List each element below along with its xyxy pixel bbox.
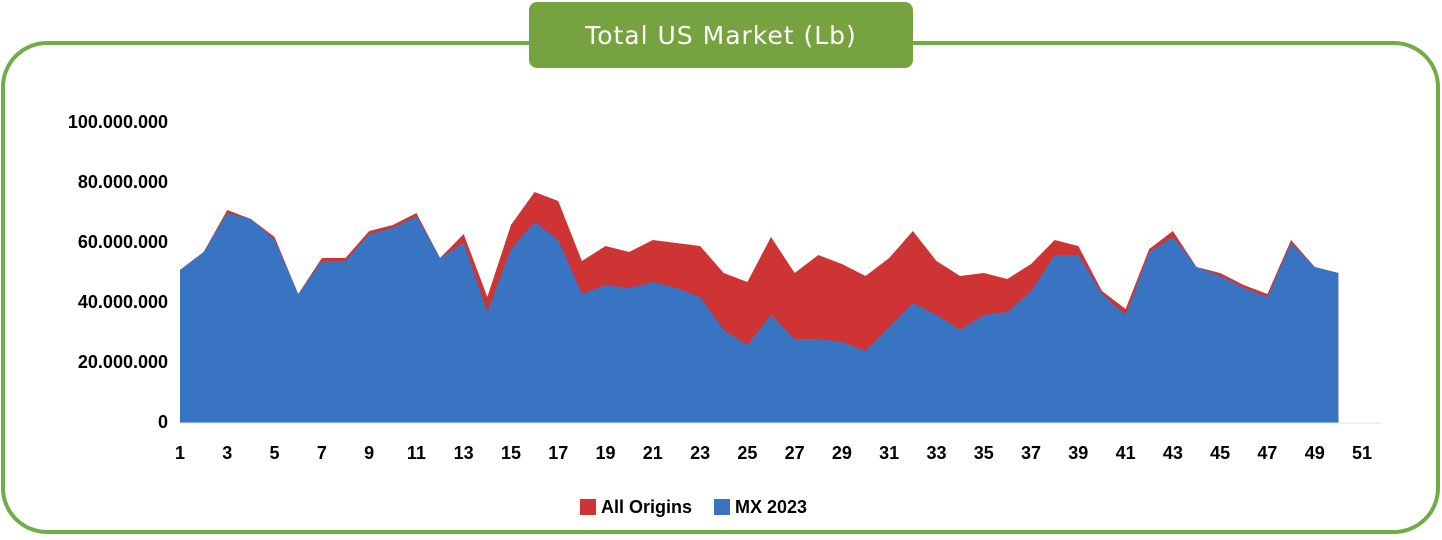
x-tick-label: 23 bbox=[690, 443, 710, 463]
x-tick-label: 29 bbox=[832, 443, 852, 463]
x-tick-label: 19 bbox=[596, 443, 616, 463]
x-tick-label: 17 bbox=[548, 443, 568, 463]
x-tick-label: 37 bbox=[1021, 443, 1041, 463]
x-tick-label: 35 bbox=[974, 443, 994, 463]
x-tick-label: 21 bbox=[643, 443, 663, 463]
y-tick-label: 80.000.000 bbox=[78, 172, 168, 192]
y-tick-label: 60.000.000 bbox=[78, 232, 168, 252]
x-tick-label: 43 bbox=[1163, 443, 1183, 463]
x-tick-label: 7 bbox=[317, 443, 327, 463]
title-box bbox=[529, 2, 913, 68]
x-tick-label: 13 bbox=[454, 443, 474, 463]
legend-swatch bbox=[714, 499, 731, 515]
x-tick-label: 41 bbox=[1116, 443, 1136, 463]
chart-title: Total US Market (Lb) bbox=[584, 21, 857, 50]
y-tick-label: 20.000.000 bbox=[78, 352, 168, 372]
x-tick-label: 27 bbox=[785, 443, 805, 463]
legend-label: MX 2023 bbox=[735, 497, 807, 517]
area bbox=[180, 213, 1339, 423]
x-tick-label: 3 bbox=[222, 443, 232, 463]
x-tick-label: 51 bbox=[1352, 443, 1372, 463]
x-tick-label: 25 bbox=[737, 443, 757, 463]
x-tick-label: 47 bbox=[1257, 443, 1277, 463]
x-tick-label: 31 bbox=[879, 443, 899, 463]
legend-swatch bbox=[580, 499, 596, 515]
y-tick-label: 0 bbox=[158, 412, 168, 432]
x-tick-label: 39 bbox=[1068, 443, 1088, 463]
x-tick-label: 15 bbox=[501, 443, 521, 463]
x-tick-label: 45 bbox=[1210, 443, 1230, 463]
x-tick-label: 9 bbox=[364, 443, 374, 463]
x-tick-label: 49 bbox=[1305, 443, 1325, 463]
x-tick-label: 5 bbox=[270, 443, 280, 463]
y-tick-label: 100.000.000 bbox=[68, 112, 168, 132]
x-tick-label: 1 bbox=[175, 443, 185, 463]
y-tick-label: 40.000.000 bbox=[78, 292, 168, 312]
x-tick-label: 11 bbox=[407, 443, 426, 463]
x-tick-label: 33 bbox=[926, 443, 946, 463]
legend-label: All Origins bbox=[601, 497, 692, 517]
